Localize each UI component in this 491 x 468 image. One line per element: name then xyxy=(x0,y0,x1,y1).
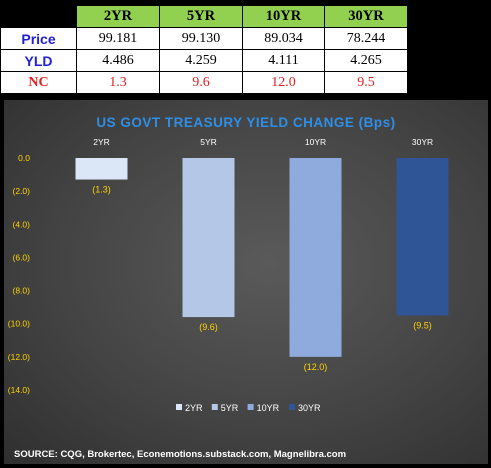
legend-swatch xyxy=(247,404,254,410)
table-header-row: 2YR 5YR 10YR 30YR xyxy=(0,5,408,28)
legend-swatch xyxy=(289,404,295,410)
row-label-yld: YLD xyxy=(0,49,77,72)
source-note: SOURCE: CQG, Brokertec, Econemotions.sub… xyxy=(14,449,346,460)
y-tick-label: (4.0) xyxy=(13,219,31,229)
column-header: 2YR xyxy=(76,5,160,28)
legend-entry: 2YR xyxy=(185,403,203,413)
bar-10yr xyxy=(289,158,342,357)
category-label: 2YR xyxy=(93,137,110,147)
category-label: 5YR xyxy=(200,137,217,147)
category-label: 30YR xyxy=(412,137,433,147)
category-label: 10YR xyxy=(305,137,326,147)
table-row-price: Price 99.181 99.130 89.034 78.244 xyxy=(0,27,408,50)
data-label: (9.6) xyxy=(199,322,218,332)
table-cell: 78.244 xyxy=(324,27,408,50)
y-tick-label: (14.0) xyxy=(8,385,30,395)
table-corner xyxy=(0,5,77,28)
table-cell: 89.034 xyxy=(242,27,325,50)
table-cell: 99.181 xyxy=(76,27,160,50)
y-tick-label: (6.0) xyxy=(13,252,31,262)
y-tick-label: 0.0 xyxy=(18,153,30,163)
table-cell: 4.265 xyxy=(324,49,408,72)
table-cell: 12.0 xyxy=(242,71,325,94)
table-cell: 4.259 xyxy=(159,49,243,72)
bar-5yr xyxy=(182,158,235,318)
data-label: (9.5) xyxy=(413,320,432,330)
yield-table: 2YR 5YR 10YR 30YR Price 99.181 99.130 89… xyxy=(0,5,408,94)
chart-panel: US GOVT TREASURY YIELD CHANGE (Bps) 0.0 (2… xyxy=(4,100,488,464)
bar-2yr xyxy=(75,158,128,180)
y-tick-label: (10.0) xyxy=(8,319,30,329)
table-cell: 4.486 xyxy=(76,49,160,72)
legend-entry: 30YR xyxy=(298,403,321,413)
legend-swatch xyxy=(176,404,182,410)
table-cell: 9.6 xyxy=(159,71,243,94)
table-cell: 1.3 xyxy=(76,71,160,94)
table-cell: 9.5 xyxy=(324,71,408,94)
legend-entry: 5YR xyxy=(221,403,239,413)
table-cell: 99.130 xyxy=(159,27,243,50)
data-label: (12.0) xyxy=(304,362,328,372)
table-row-yld: YLD 4.486 4.259 4.111 4.265 xyxy=(0,49,408,72)
data-label: (1.3) xyxy=(92,185,111,195)
column-header: 30YR xyxy=(324,5,408,28)
yield-change-chart: US GOVT TREASURY YIELD CHANGE (Bps) 0.0 (2… xyxy=(8,115,449,460)
row-label-price: Price xyxy=(0,27,77,50)
bar-30yr xyxy=(396,158,449,316)
chart-title: US GOVT TREASURY YIELD CHANGE (Bps) xyxy=(96,115,395,130)
y-tick-label: (8.0) xyxy=(13,286,31,296)
table-cell: 4.111 xyxy=(242,49,325,72)
column-header: 5YR xyxy=(159,5,243,28)
legend-entry: 10YR xyxy=(257,403,280,413)
y-tick-label: (2.0) xyxy=(13,186,31,196)
legend-swatch xyxy=(211,404,218,410)
column-header: 10YR xyxy=(242,5,325,28)
table-row-nc: NC 1.3 9.6 12.0 9.5 xyxy=(0,71,408,94)
y-tick-label: (12.0) xyxy=(8,352,30,362)
row-label-nc: NC xyxy=(0,71,77,94)
